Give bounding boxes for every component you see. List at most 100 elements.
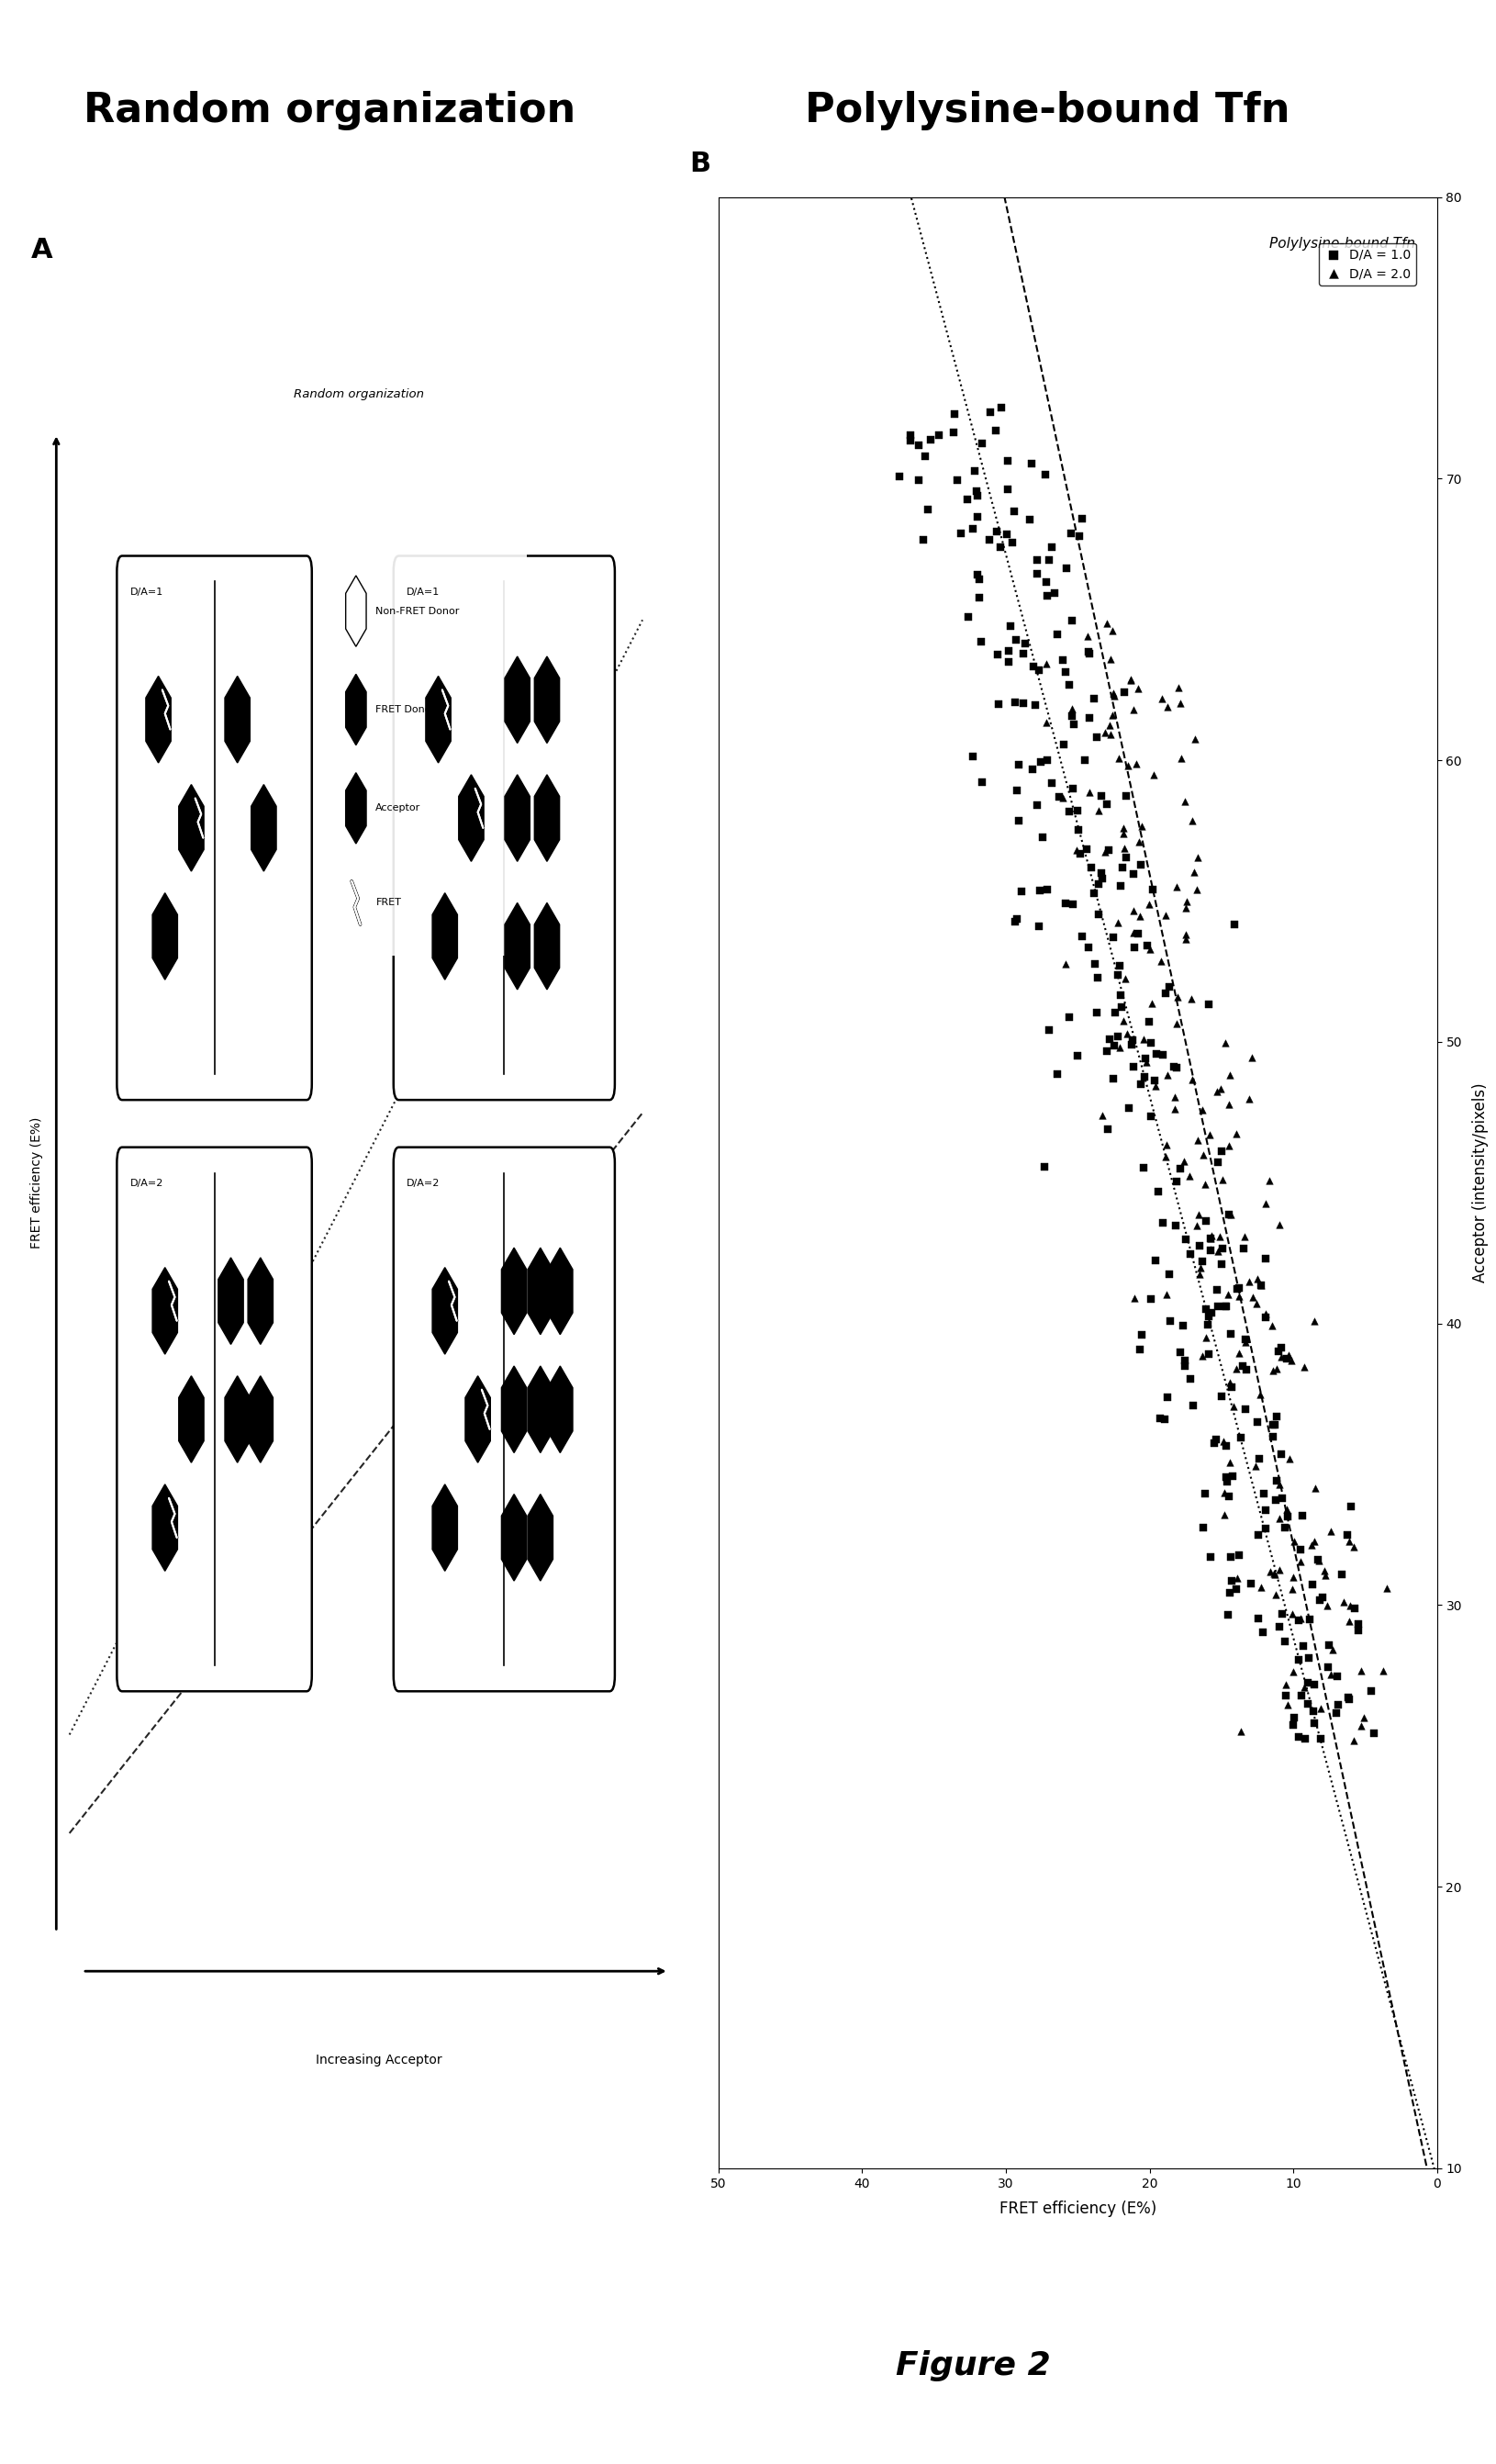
Text: D/A=2: D/A=2 bbox=[130, 1178, 163, 1188]
D/A = 1.0 bbox=[1358, 1671, 1382, 1710]
D/A = 1.0 bbox=[1254, 1508, 1278, 1547]
D/A = 2.0 bbox=[1197, 1230, 1221, 1269]
D/A = 1.0 bbox=[1056, 793, 1080, 833]
D/A = 1.0 bbox=[1011, 683, 1035, 722]
D/A = 1.0 bbox=[1085, 993, 1109, 1032]
D/A = 2.0 bbox=[1308, 1688, 1331, 1727]
D/A = 2.0 bbox=[1092, 712, 1116, 752]
D/A = 1.0 bbox=[1059, 601, 1083, 641]
D/A = 2.0 bbox=[1182, 719, 1206, 759]
D/A = 2.0 bbox=[1155, 687, 1179, 727]
D/A = 1.0 bbox=[1272, 1621, 1296, 1661]
D/A = 1.0 bbox=[1076, 633, 1100, 673]
D/A = 2.0 bbox=[1173, 882, 1197, 922]
D/A = 1.0 bbox=[1116, 1089, 1140, 1129]
D/A = 2.0 bbox=[1260, 1306, 1284, 1345]
D/A = 1.0 bbox=[1002, 902, 1026, 941]
D/A = 2.0 bbox=[1092, 833, 1116, 872]
D/A = 2.0 bbox=[1197, 1114, 1221, 1153]
D/A = 1.0 bbox=[1004, 771, 1028, 811]
D/A = 1.0 bbox=[1168, 1333, 1192, 1372]
D/A = 1.0 bbox=[969, 761, 993, 801]
D/A = 1.0 bbox=[1106, 1018, 1129, 1057]
D/A = 1.0 bbox=[962, 451, 986, 490]
D/A = 2.0 bbox=[1155, 1055, 1179, 1094]
D/A = 1.0 bbox=[1112, 673, 1135, 712]
D/A = 1.0 bbox=[1346, 1604, 1370, 1643]
D/A = 2.0 bbox=[1125, 670, 1149, 710]
D/A = 2.0 bbox=[1218, 1363, 1242, 1402]
D/A = 1.0 bbox=[1206, 1286, 1230, 1326]
D/A = 1.0 bbox=[1296, 1639, 1319, 1678]
Text: FRET: FRET bbox=[375, 899, 401, 907]
D/A = 1.0 bbox=[1135, 1003, 1159, 1042]
D/A = 2.0 bbox=[1248, 1266, 1272, 1306]
D/A = 2.0 bbox=[1291, 1668, 1315, 1708]
D/A = 1.0 bbox=[1189, 1242, 1213, 1281]
D/A = 1.0 bbox=[1206, 1143, 1230, 1183]
Text: Polylysine-bound Tfn: Polylysine-bound Tfn bbox=[805, 91, 1290, 131]
D/A = 1.0 bbox=[1215, 1461, 1239, 1501]
D/A = 1.0 bbox=[1173, 1220, 1197, 1259]
D/A = 1.0 bbox=[1085, 717, 1109, 756]
D/A = 1.0 bbox=[1040, 764, 1064, 803]
D/A = 2.0 bbox=[1237, 1079, 1261, 1119]
D/A = 2.0 bbox=[1288, 1542, 1312, 1582]
D/A = 1.0 bbox=[1079, 848, 1103, 887]
D/A = 2.0 bbox=[1207, 1217, 1231, 1257]
D/A = 1.0 bbox=[1269, 1328, 1293, 1368]
D/A = 1.0 bbox=[996, 631, 1020, 670]
D/A = 2.0 bbox=[1303, 1469, 1327, 1508]
D/A = 2.0 bbox=[1209, 1069, 1233, 1109]
D/A = 2.0 bbox=[1233, 1323, 1257, 1363]
D/A = 1.0 bbox=[995, 471, 1019, 510]
D/A = 2.0 bbox=[1180, 1060, 1204, 1099]
FancyBboxPatch shape bbox=[117, 557, 311, 1099]
D/A = 2.0 bbox=[1185, 1121, 1209, 1161]
D/A = 1.0 bbox=[987, 527, 1011, 567]
D/A = 1.0 bbox=[1164, 1047, 1188, 1087]
D/A = 1.0 bbox=[1119, 1025, 1143, 1064]
D/A = 1.0 bbox=[1061, 885, 1085, 924]
D/A = 2.0 bbox=[1224, 1560, 1248, 1599]
D/A = 2.0 bbox=[1206, 1232, 1230, 1271]
D/A = 1.0 bbox=[1194, 1200, 1218, 1239]
D/A = 1.0 bbox=[1269, 1594, 1293, 1634]
D/A = 1.0 bbox=[1266, 1331, 1290, 1370]
D/A = 1.0 bbox=[1068, 835, 1092, 875]
D/A = 1.0 bbox=[1239, 1565, 1263, 1604]
D/A = 1.0 bbox=[1150, 1202, 1174, 1242]
D/A = 1.0 bbox=[1035, 739, 1059, 779]
D/A = 2.0 bbox=[1173, 914, 1197, 954]
D/A = 1.0 bbox=[1007, 801, 1031, 840]
D/A = 2.0 bbox=[1263, 1574, 1287, 1614]
D/A = 1.0 bbox=[1192, 1289, 1216, 1328]
D/A = 2.0 bbox=[1180, 801, 1204, 840]
D/A = 2.0 bbox=[1306, 1540, 1330, 1579]
D/A = 2.0 bbox=[1276, 1439, 1300, 1478]
D/A = 2.0 bbox=[1106, 739, 1129, 779]
D/A = 2.0 bbox=[1179, 978, 1203, 1018]
D/A = 2.0 bbox=[1210, 1422, 1234, 1461]
D/A = 1.0 bbox=[969, 621, 993, 660]
D/A = 1.0 bbox=[1218, 1538, 1242, 1577]
D/A = 2.0 bbox=[1183, 870, 1207, 909]
D/A = 1.0 bbox=[1059, 697, 1083, 737]
D/A = 1.0 bbox=[1216, 1195, 1240, 1234]
D/A = 1.0 bbox=[928, 416, 951, 456]
D/A = 1.0 bbox=[995, 515, 1019, 554]
D/A = 2.0 bbox=[1141, 756, 1165, 796]
D/A = 2.0 bbox=[1266, 1205, 1290, 1244]
D/A = 1.0 bbox=[1019, 444, 1043, 483]
D/A = 2.0 bbox=[1153, 1136, 1177, 1175]
D/A = 1.0 bbox=[1121, 855, 1144, 894]
D/A = 1.0 bbox=[1209, 1230, 1233, 1269]
Text: A: A bbox=[31, 237, 52, 264]
D/A = 2.0 bbox=[1034, 643, 1058, 683]
D/A = 1.0 bbox=[996, 643, 1020, 683]
D/A = 1.0 bbox=[995, 441, 1019, 480]
D/A = 1.0 bbox=[1128, 845, 1152, 885]
D/A = 1.0 bbox=[1103, 993, 1126, 1032]
D/A = 1.0 bbox=[966, 559, 990, 599]
D/A = 2.0 bbox=[1348, 1705, 1372, 1745]
